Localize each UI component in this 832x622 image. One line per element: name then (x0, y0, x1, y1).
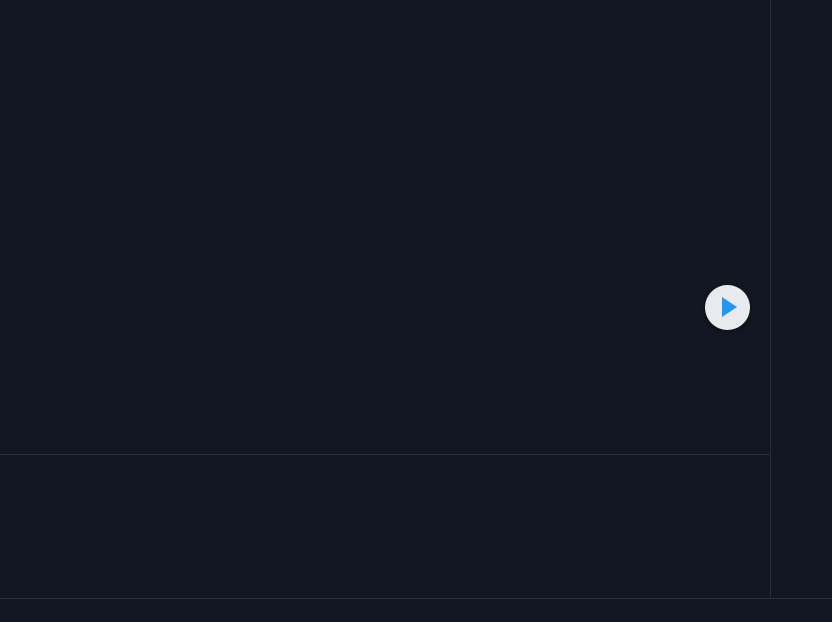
play-button[interactable] (705, 285, 750, 330)
price-axis[interactable] (770, 0, 832, 598)
play-icon (722, 297, 737, 317)
time-axis[interactable] (0, 598, 832, 622)
price-chart-svg (0, 0, 770, 453)
legend-sep-3 (18, 9, 22, 24)
price-pane[interactable] (0, 0, 770, 453)
chart-legend[interactable] (10, 9, 26, 24)
indicator-chart-svg (0, 455, 770, 599)
indicator-pane[interactable] (0, 454, 770, 599)
